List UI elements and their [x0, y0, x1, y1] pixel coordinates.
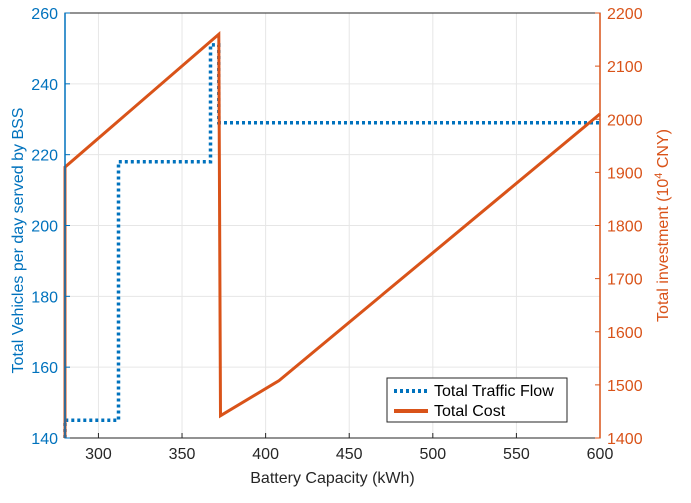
legend: Total Traffic Flow Total Cost — [386, 377, 568, 423]
right-y-tick-label: 1700 — [607, 272, 643, 289]
legend-box — [386, 377, 568, 423]
right-y-tick-label: 2100 — [607, 59, 643, 76]
legend-label-total-cost: Total Cost — [434, 403, 506, 420]
x-tick-label: 450 — [336, 446, 363, 463]
left-y-tick-label: 200 — [31, 219, 58, 236]
right-y-tick-label: 1400 — [607, 431, 643, 448]
total-cost-series-line — [63, 31, 601, 438]
x-tick-label: 350 — [169, 446, 196, 463]
x-tick-label: 400 — [252, 446, 279, 463]
left-y-tick-label: 140 — [31, 431, 58, 448]
left-y-tick-label: 240 — [31, 77, 58, 94]
x-tick-label: 500 — [419, 446, 446, 463]
x-tick-label: 600 — [587, 446, 614, 463]
right-y-tick-label: 2000 — [607, 112, 643, 129]
right-y-tick-label: 1600 — [607, 325, 643, 342]
x-tick-label: 300 — [85, 446, 112, 463]
right-y-axis-title: Total investment (104 CNY) — [653, 129, 672, 322]
right-y-tick-label: 1500 — [607, 378, 643, 395]
left-y-tick-label: 260 — [31, 6, 58, 23]
right-y-tick-label: 1900 — [607, 165, 643, 182]
traffic-flow-series-line — [63, 43, 600, 438]
legend-label-traffic-flow: Total Traffic Flow — [434, 383, 554, 400]
right-y-axis-title-prefix: Total investment (10 — [655, 179, 672, 322]
axes-layer: 300 350 400 450 500 550 600 140 160 180 200 220 240 2… — [31, 6, 642, 463]
left-y-axis-title: Total Vehicles per day served by BSS — [10, 108, 27, 374]
series-layer — [63, 31, 601, 438]
x-axis-title: Battery Capacity (kWh) — [250, 470, 414, 487]
grid-lines — [65, 12, 601, 439]
right-y-tick-label: 1800 — [607, 219, 643, 236]
right-y-axis-title-exponent: 4 — [653, 173, 665, 179]
x-tick-label: 550 — [503, 446, 530, 463]
left-y-tick-label: 180 — [31, 289, 58, 306]
right-y-tick-label: 2200 — [607, 6, 643, 23]
left-y-tick-label: 160 — [31, 360, 58, 377]
right-y-axis-title-suffix: CNY) — [655, 129, 672, 173]
left-y-tick-label: 220 — [31, 148, 58, 165]
